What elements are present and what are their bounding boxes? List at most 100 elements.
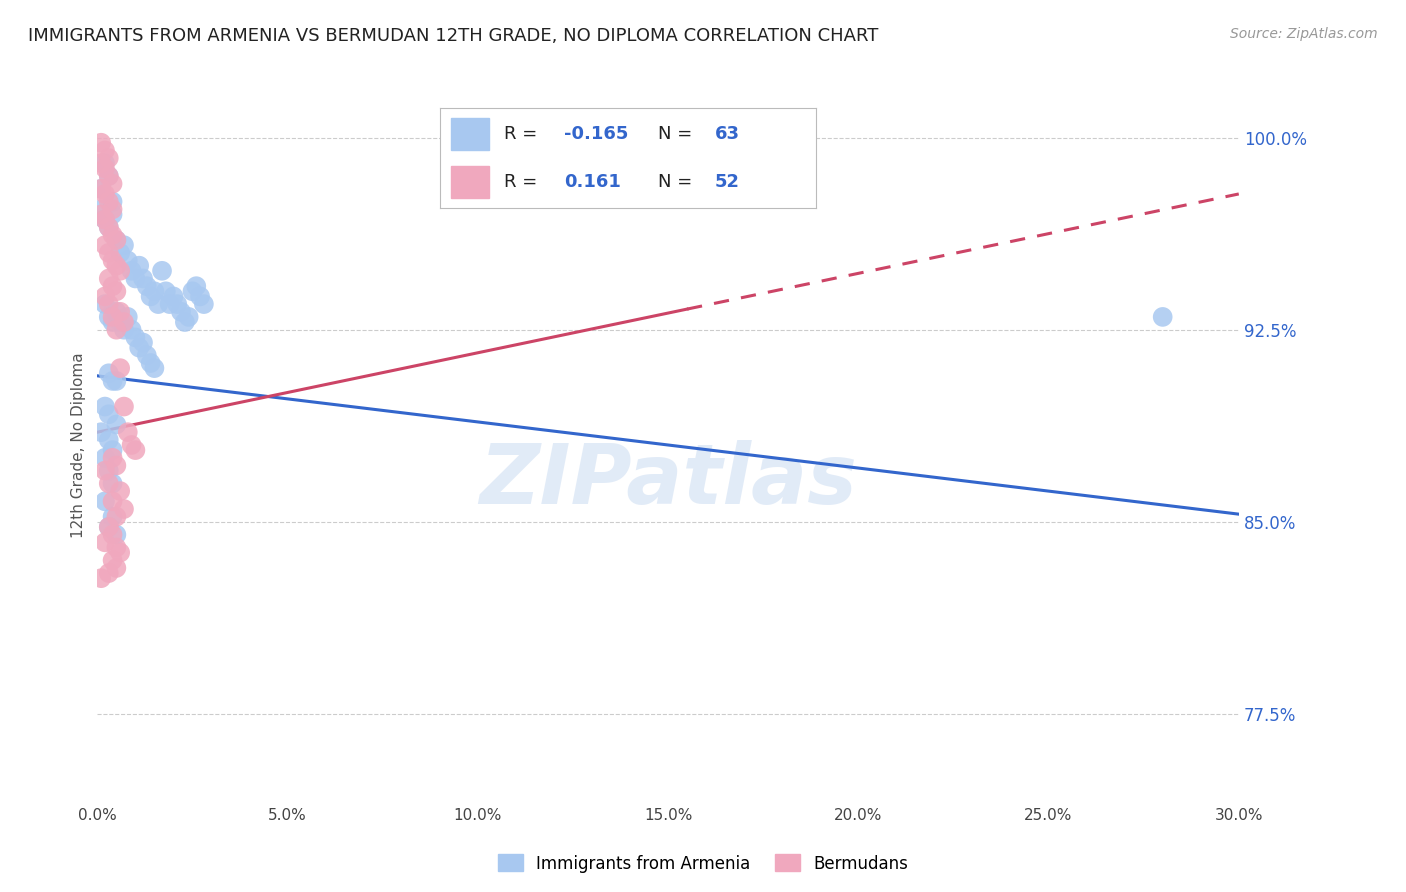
Point (90, 182, 112, 196)
Point (135, 348, 157, 362)
Point (97, 433, 120, 447)
Point (121, 438, 143, 452)
Text: ZIPatlas: ZIPatlas (479, 441, 858, 521)
Point (105, 374, 128, 388)
Point (112, 315, 135, 329)
Point (97, 520, 120, 534)
Point (101, 202, 124, 217)
Point (97, 476, 120, 491)
Point (101, 194, 124, 209)
Point (97, 169, 120, 183)
Point (97, 566, 120, 580)
Point (101, 476, 124, 491)
Point (101, 310, 124, 324)
Point (94, 156, 117, 170)
Point (143, 361, 166, 376)
Point (121, 323, 143, 337)
Point (105, 323, 128, 337)
Point (105, 305, 128, 319)
Point (124, 330, 146, 344)
Point (97, 407, 120, 421)
Point (97, 220, 120, 235)
Point (150, 264, 173, 278)
Point (101, 315, 124, 329)
Point (101, 177, 124, 191)
Point (108, 484, 131, 499)
Point (105, 417, 128, 432)
Point (108, 361, 131, 376)
Point (97, 310, 120, 324)
Point (139, 289, 162, 303)
Point (1152, 310, 1174, 324)
Point (105, 527, 128, 541)
Point (105, 458, 128, 473)
Point (94, 400, 117, 414)
Point (112, 400, 135, 414)
Point (181, 285, 204, 299)
Point (159, 297, 181, 311)
Y-axis label: 12th Grade, No Diploma: 12th Grade, No Diploma (72, 352, 86, 538)
Point (94, 464, 117, 478)
Point (162, 289, 184, 303)
Point (90, 136, 112, 150)
Point (124, 443, 146, 458)
Point (155, 285, 177, 299)
Point (94, 161, 117, 176)
Point (97, 169, 120, 183)
Point (97, 271, 120, 285)
Point (105, 285, 128, 299)
Point (105, 233, 128, 247)
Point (186, 279, 208, 293)
Point (166, 297, 188, 311)
Point (101, 509, 124, 524)
Legend: Immigrants from Armenia, Bermudans: Immigrants from Armenia, Bermudans (491, 847, 915, 880)
Point (177, 310, 200, 324)
Point (170, 305, 193, 319)
Point (121, 264, 143, 278)
Point (135, 279, 157, 293)
Point (108, 315, 131, 329)
Point (132, 335, 155, 350)
Point (105, 509, 128, 524)
Point (97, 520, 120, 534)
Point (101, 443, 124, 458)
Point (139, 356, 162, 370)
Point (101, 527, 124, 541)
Point (117, 310, 139, 324)
Point (94, 535, 117, 549)
Point (105, 541, 128, 555)
Point (143, 285, 166, 299)
Point (105, 561, 128, 575)
Point (108, 264, 131, 278)
Point (94, 212, 117, 227)
Point (90, 156, 112, 170)
Point (94, 297, 117, 311)
Point (97, 297, 120, 311)
Point (90, 425, 112, 440)
Point (94, 450, 117, 465)
Point (90, 207, 112, 221)
Point (97, 366, 120, 380)
Point (132, 271, 155, 285)
Point (97, 464, 120, 478)
Point (94, 212, 117, 227)
Point (101, 207, 124, 221)
Point (105, 233, 128, 247)
Point (97, 220, 120, 235)
Point (101, 374, 124, 388)
Point (90, 571, 112, 585)
Text: Source: ZipAtlas.com: Source: ZipAtlas.com (1230, 27, 1378, 41)
Point (101, 227, 124, 242)
Point (105, 259, 128, 273)
Point (97, 194, 120, 209)
Point (101, 450, 124, 465)
Point (112, 502, 135, 516)
Point (94, 289, 117, 303)
Point (193, 297, 215, 311)
Point (124, 271, 146, 285)
Point (108, 305, 131, 319)
Point (101, 553, 124, 567)
Text: IMMIGRANTS FROM ARMENIA VS BERMUDAN 12TH GRADE, NO DIPLOMA CORRELATION CHART: IMMIGRANTS FROM ARMENIA VS BERMUDAN 12TH… (28, 27, 879, 45)
Point (101, 494, 124, 508)
Point (101, 253, 124, 268)
